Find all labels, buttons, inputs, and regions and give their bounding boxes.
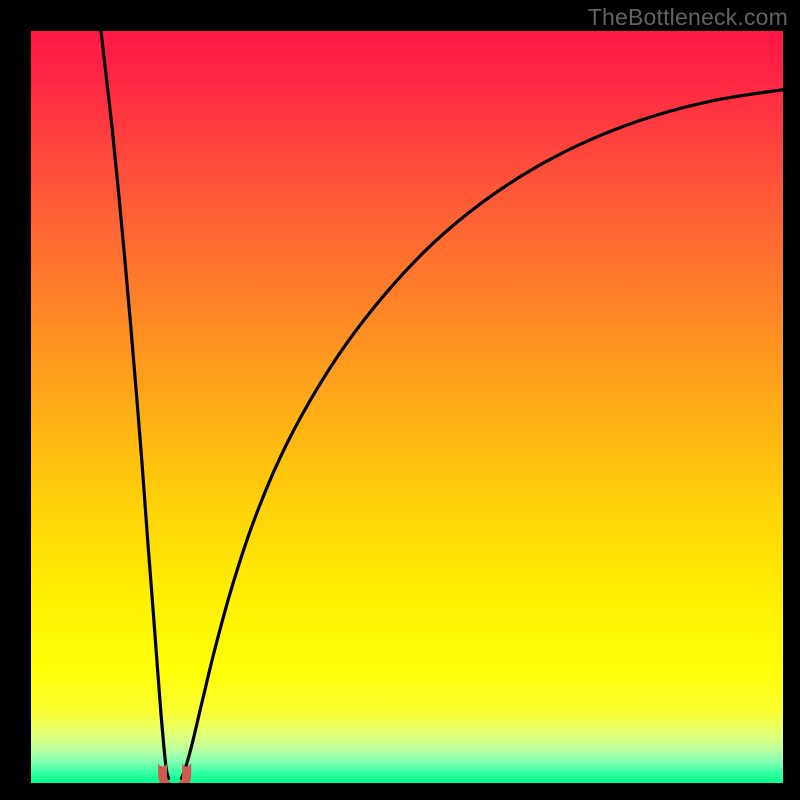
chart-plot [31,31,783,783]
plot-background [31,31,783,783]
chart-frame: TheBottleneck.com [0,0,800,800]
watermark-label: TheBottleneck.com [588,4,788,31]
